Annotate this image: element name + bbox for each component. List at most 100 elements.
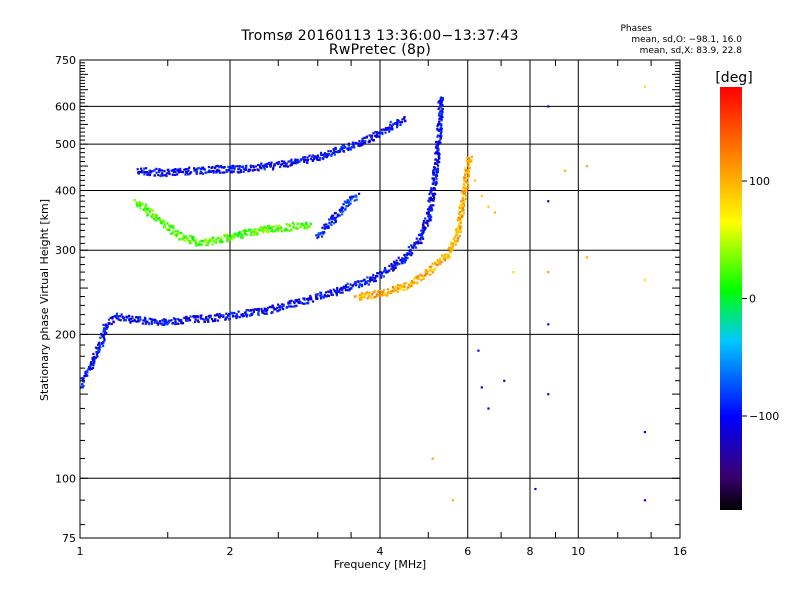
data-point bbox=[394, 264, 397, 267]
data-point bbox=[145, 207, 148, 210]
data-point bbox=[435, 170, 438, 174]
data-point bbox=[182, 236, 186, 239]
data-point bbox=[302, 157, 305, 161]
data-point bbox=[205, 315, 208, 319]
data-point bbox=[395, 126, 399, 129]
data-point bbox=[422, 229, 425, 233]
data-point bbox=[177, 170, 180, 173]
data-point bbox=[406, 256, 409, 260]
data-point bbox=[464, 188, 467, 191]
data-point bbox=[368, 295, 371, 298]
data-point bbox=[97, 346, 101, 350]
data-point bbox=[228, 168, 231, 171]
data-point bbox=[239, 170, 243, 173]
data-point bbox=[459, 207, 463, 210]
data-point bbox=[170, 319, 173, 322]
data-point bbox=[459, 228, 462, 232]
data-point bbox=[215, 164, 219, 168]
data-point bbox=[154, 213, 157, 217]
data-point bbox=[305, 221, 308, 224]
data-point bbox=[388, 269, 391, 272]
data-point bbox=[470, 158, 473, 162]
data-point bbox=[262, 231, 265, 234]
data-point bbox=[180, 321, 183, 324]
data-point bbox=[459, 212, 462, 216]
data-point bbox=[389, 120, 392, 124]
data-point bbox=[330, 223, 333, 227]
data-point bbox=[361, 279, 364, 283]
data-point bbox=[439, 260, 442, 263]
data-point bbox=[177, 168, 180, 171]
data-point bbox=[163, 170, 166, 173]
data-point bbox=[257, 309, 261, 312]
data-point bbox=[208, 239, 211, 242]
data-point bbox=[467, 162, 470, 165]
data-point bbox=[205, 171, 208, 174]
data-point bbox=[300, 301, 303, 305]
data-point bbox=[94, 356, 98, 359]
data-point bbox=[110, 322, 113, 326]
data-point bbox=[455, 228, 458, 231]
y-tick-label: 300 bbox=[55, 244, 76, 257]
data-point bbox=[85, 370, 88, 373]
data-point bbox=[441, 104, 444, 107]
data-point bbox=[464, 176, 467, 179]
data-point bbox=[203, 318, 206, 321]
data-point bbox=[99, 345, 102, 348]
data-point bbox=[233, 236, 236, 239]
data-point bbox=[259, 165, 262, 168]
data-point bbox=[467, 171, 470, 174]
data-point bbox=[154, 218, 157, 221]
data-point bbox=[218, 166, 221, 169]
data-point bbox=[306, 227, 309, 230]
data-point bbox=[103, 327, 106, 330]
data-point bbox=[188, 234, 192, 237]
data-point bbox=[81, 377, 85, 380]
data-point bbox=[360, 296, 363, 299]
data-point bbox=[311, 159, 314, 163]
data-point bbox=[150, 322, 153, 325]
data-point bbox=[435, 162, 438, 165]
data-point bbox=[81, 383, 84, 386]
data-point bbox=[92, 364, 95, 367]
data-point bbox=[240, 313, 243, 316]
data-point bbox=[141, 322, 144, 325]
data-point bbox=[451, 499, 455, 502]
data-point bbox=[263, 164, 266, 167]
data-point bbox=[450, 243, 453, 246]
data-point bbox=[87, 368, 90, 371]
data-point bbox=[427, 219, 430, 223]
data-point bbox=[294, 226, 298, 230]
data-point bbox=[378, 132, 381, 135]
data-point bbox=[229, 166, 232, 169]
data-point bbox=[385, 128, 388, 131]
data-point bbox=[270, 161, 273, 164]
data-point bbox=[175, 169, 178, 172]
data-point bbox=[434, 183, 437, 186]
data-point bbox=[264, 308, 267, 311]
data-point bbox=[336, 286, 339, 290]
data-point bbox=[342, 285, 345, 288]
data-point bbox=[322, 296, 325, 299]
data-point bbox=[270, 229, 273, 232]
data-point bbox=[268, 227, 271, 230]
data-point bbox=[287, 160, 290, 163]
data-point bbox=[245, 308, 248, 312]
data-point bbox=[265, 310, 268, 313]
data-point bbox=[336, 288, 339, 291]
data-point bbox=[112, 320, 115, 323]
data-point bbox=[257, 311, 260, 314]
data-point bbox=[291, 305, 294, 308]
data-point bbox=[155, 214, 158, 217]
data-point bbox=[234, 165, 237, 168]
data-point bbox=[235, 316, 238, 320]
data-point bbox=[375, 133, 378, 136]
data-point bbox=[325, 225, 329, 229]
data-point bbox=[155, 167, 158, 170]
data-point bbox=[643, 85, 647, 88]
data-point bbox=[361, 137, 364, 140]
data-point bbox=[111, 317, 114, 320]
data-point bbox=[436, 152, 439, 156]
data-point bbox=[180, 231, 183, 235]
data-point bbox=[226, 314, 230, 317]
